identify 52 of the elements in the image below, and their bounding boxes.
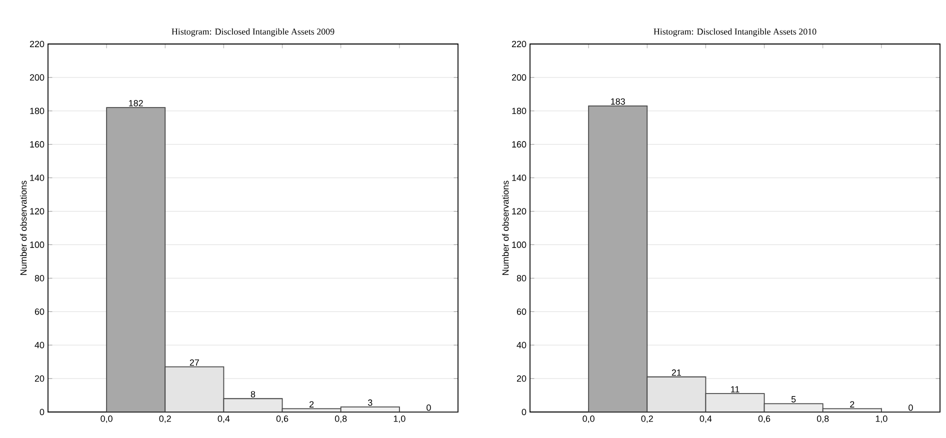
data-label: 182 (129, 100, 143, 106)
y-tick-label: 180 (30, 108, 44, 114)
y-tick-label: 160 (512, 141, 526, 148)
y-tick-label: 200 (30, 74, 44, 81)
x-tick-label: 0,0 (582, 416, 594, 423)
y-axis-title: Number of observations (502, 180, 509, 275)
x-tick-label: 0,2 (641, 416, 653, 423)
y-tick-label: 0 (40, 408, 44, 416)
x-tick-label: 0,6 (758, 416, 770, 423)
y-tick-label: 120 (512, 208, 526, 214)
y-tick-label: 20 (34, 375, 44, 382)
x-tick-label: 1,0 (876, 416, 888, 423)
x-tick-label: 0,2 (159, 416, 171, 423)
y-axis-title: Number of observations (20, 180, 27, 275)
data-label: 3 (368, 399, 372, 406)
data-label: 2 (850, 401, 854, 408)
data-label: 2 (310, 401, 314, 408)
data-label: 21 (672, 369, 681, 376)
y-tick-label: 180 (512, 108, 526, 114)
data-label: 27 (190, 359, 199, 366)
y-tick-label: 20 (516, 375, 526, 382)
y-tick-label: 0 (522, 408, 526, 416)
y-tick-label: 100 (512, 242, 526, 248)
y-tick-label: 220 (30, 40, 44, 48)
x-tick-label: 0,6 (276, 416, 288, 423)
x-tick-label: 1,0 (394, 416, 406, 423)
chart-title: Histogram: Disclosed Intangible Assets 2009 (172, 28, 334, 36)
data-label: 0 (426, 404, 431, 411)
y-tick-label: 140 (512, 174, 526, 181)
x-tick-label: 0,8 (816, 416, 829, 423)
y-tick-label: 140 (30, 174, 44, 181)
x-tick-label: 0,0 (100, 416, 112, 423)
y-tick-label: 60 (516, 308, 526, 315)
y-tick-label: 160 (30, 141, 44, 148)
data-label: 8 (250, 391, 256, 398)
y-tick-label: 60 (34, 308, 44, 315)
y-tick-label: 80 (34, 275, 44, 282)
x-tick-label: 0,4 (700, 416, 712, 423)
data-label: 11 (731, 386, 740, 392)
y-tick-label: 120 (30, 208, 44, 214)
data-label: 0 (908, 404, 913, 411)
y-tick-label: 40 (34, 342, 44, 348)
x-tick-label: 0,8 (334, 416, 347, 423)
x-tick-label: 0,4 (218, 416, 230, 423)
y-tick-label: 200 (512, 74, 526, 81)
chart-title: Histogram: Disclosed Intangible Assets 2010 (654, 28, 816, 36)
data-label: 183 (611, 98, 625, 105)
y-tick-label: 220 (512, 40, 526, 48)
y-tick-label: 40 (516, 342, 526, 348)
data-label: 5 (791, 396, 796, 402)
y-tick-label: 100 (30, 242, 44, 248)
y-tick-label: 80 (516, 275, 526, 282)
